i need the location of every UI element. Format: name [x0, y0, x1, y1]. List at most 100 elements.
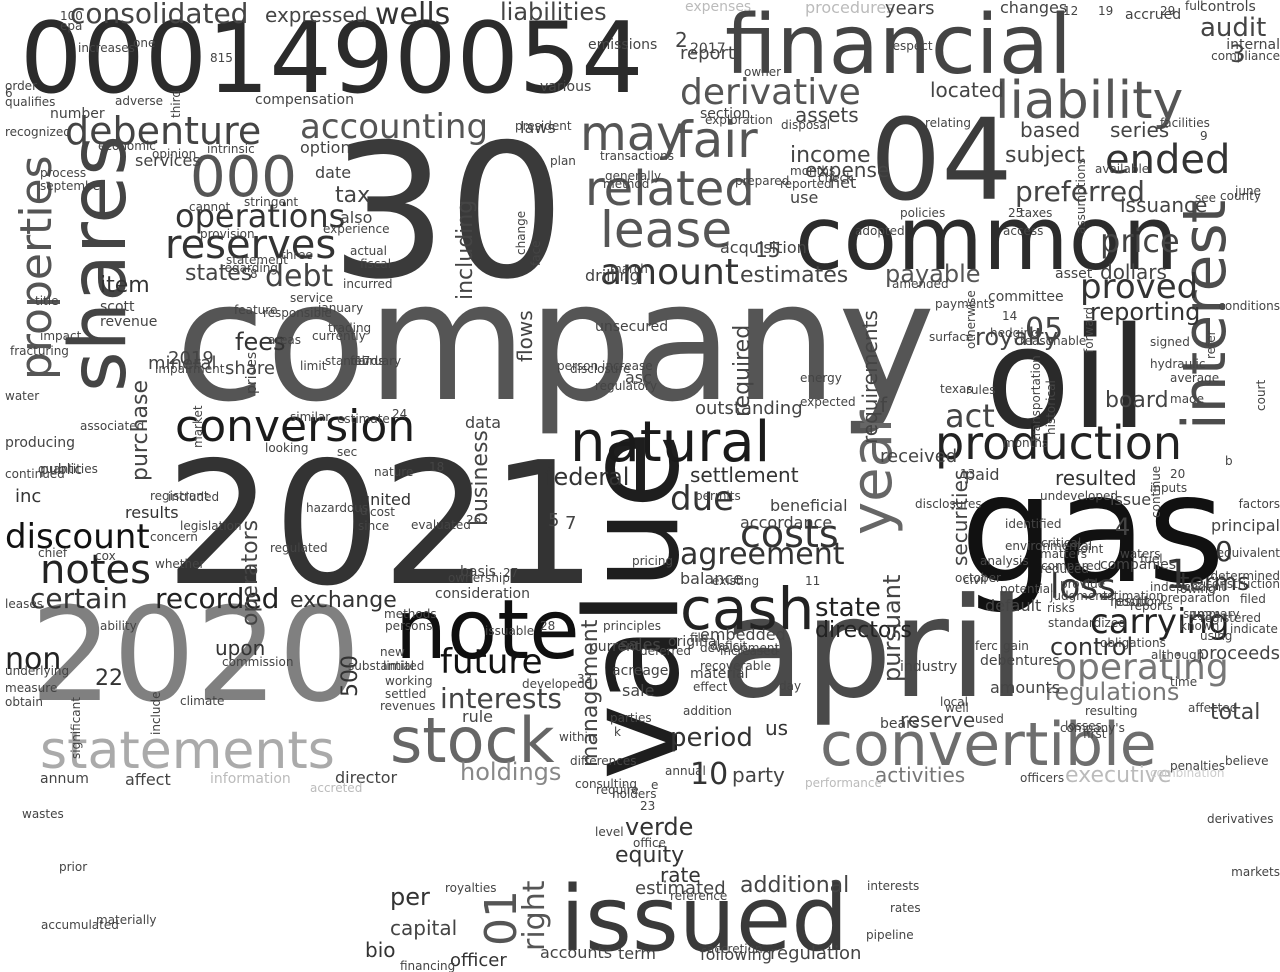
word-associated: associated: [80, 419, 145, 433]
word-exchange: exchange: [290, 588, 397, 613]
word-estimated: estimated: [635, 878, 726, 899]
word-accordance: accordance: [740, 513, 833, 532]
word-disclosures: disclosures: [915, 497, 982, 511]
word-one: one: [133, 36, 156, 50]
word-laws: laws: [520, 118, 556, 137]
word-liability: liability: [995, 71, 1184, 131]
word-22: 22: [95, 666, 123, 691]
word-first: first: [1083, 727, 1107, 741]
word-accumulated: accumulated: [41, 918, 119, 932]
word-forward: forward: [1082, 307, 1096, 354]
word-securities: securities: [948, 470, 972, 567]
word-financing: financing: [400, 959, 456, 972]
word-settled: settled: [385, 687, 427, 701]
word-business: business: [468, 430, 493, 526]
word-8: 8: [250, 267, 258, 281]
word-disclosure: disclosure: [570, 362, 631, 376]
word-resulting: resulting: [1085, 704, 1138, 718]
word-rules: rules: [966, 383, 996, 397]
word-three: three: [281, 248, 313, 262]
word-additional: additional: [740, 873, 850, 898]
word-10: 10: [690, 757, 729, 792]
word-item: item: [100, 273, 150, 298]
word-hazardous: hazardous: [306, 501, 369, 515]
word-recoverable: recoverable: [700, 659, 772, 673]
word-matters: matters: [1040, 547, 1088, 561]
word-costs: costs: [740, 512, 839, 556]
word-owing: owing: [1180, 582, 1216, 596]
word-public: public: [40, 462, 83, 478]
word-impact: impact: [40, 329, 82, 343]
word-company: company: [175, 246, 936, 438]
word-prices: prices: [244, 352, 260, 395]
word-certain: certain: [30, 582, 128, 615]
word-producing: producing: [5, 435, 76, 451]
word-2017: 2017: [690, 41, 726, 57]
word-option: option: [300, 138, 351, 157]
word-wastes: wastes: [22, 807, 64, 821]
word-us: us: [765, 716, 789, 740]
word-actual: actual: [350, 244, 387, 258]
word-resulted: resulted: [1055, 466, 1137, 490]
word-oil: oil: [985, 298, 1149, 461]
word-act: act: [945, 397, 995, 435]
word-emissions: emissions: [588, 37, 658, 53]
word-prepared: prepared: [735, 174, 790, 188]
word-k: k: [614, 725, 621, 739]
word-independent: independent: [1150, 580, 1226, 594]
word-impairment: impairment: [155, 362, 225, 376]
word-economic: economic: [98, 139, 156, 153]
word-subject: subject: [1005, 143, 1085, 168]
word-may: may: [580, 106, 685, 162]
word-gain: gain: [1003, 639, 1029, 653]
word-related: related: [585, 161, 755, 217]
word-fuel: fuel: [1140, 552, 1163, 566]
word-lease: lease: [600, 201, 733, 259]
word-industry: industry: [900, 659, 958, 675]
word-also: also: [340, 208, 373, 227]
word-historical: historical: [1044, 380, 1058, 435]
word-well: well: [945, 701, 969, 715]
word-hydraulic: hydraulic: [1150, 357, 1206, 371]
word-term: term: [618, 944, 656, 963]
word-generally: generally: [605, 169, 662, 183]
word-states: states: [185, 261, 253, 286]
word-located: located: [930, 78, 1004, 102]
word-factors: factors: [1238, 497, 1280, 511]
word-adverse: adverse: [115, 94, 164, 108]
word-sale: sale: [622, 681, 655, 700]
word-17: 17: [355, 354, 371, 368]
word-march: march: [610, 262, 648, 276]
word-provision: provision: [200, 227, 255, 241]
word-outstanding: outstanding: [695, 398, 803, 419]
word-financial: financial: [725, 0, 1072, 93]
word-filed: filed: [1240, 592, 1266, 606]
word-report: report: [680, 43, 735, 64]
word-stock: stock: [390, 704, 555, 777]
word-compliance: compliance: [1211, 49, 1280, 63]
word-using: using: [1200, 629, 1233, 643]
word-qualifies: qualifies: [5, 95, 56, 109]
word-04: 04: [870, 96, 1013, 226]
word-series: series: [1110, 118, 1170, 142]
word-14: 14: [1002, 309, 1018, 323]
word-ownership: ownership: [448, 571, 510, 585]
word-expected: expected: [800, 395, 856, 409]
word-waters: waters: [1120, 547, 1161, 561]
word-construction: construction: [1205, 577, 1280, 591]
word-company-s: company's: [1060, 721, 1125, 735]
word-control: control: [1050, 633, 1134, 661]
word-income: income: [790, 143, 871, 168]
word-including: including: [453, 200, 478, 301]
word-based: based: [1020, 118, 1081, 142]
word-per: per: [390, 883, 430, 911]
word-refer: refer: [1204, 330, 1218, 359]
word-equivalent: equivalent: [1216, 546, 1280, 560]
word-agreement: agreement: [680, 537, 845, 572]
word-addition: addition: [683, 704, 732, 718]
word-revenue: revenue: [100, 314, 158, 330]
word-05: 05: [1025, 312, 1064, 347]
word-accreted: accreted: [310, 781, 363, 795]
word-plan: plan: [550, 154, 576, 168]
word-18: 18: [429, 460, 445, 474]
